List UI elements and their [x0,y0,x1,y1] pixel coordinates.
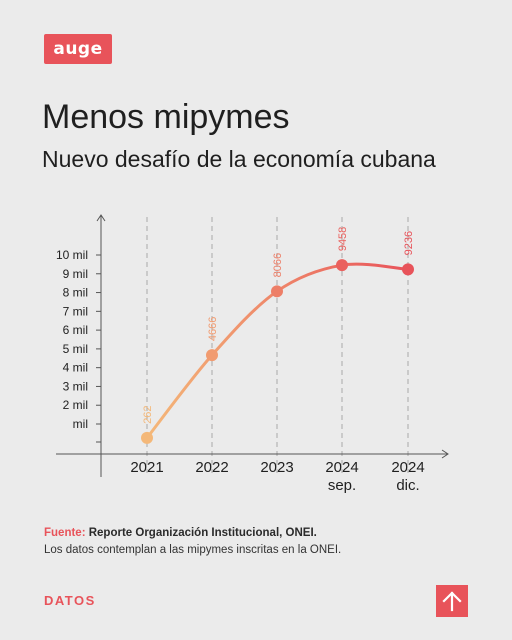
y-tick-label: 2 mil [63,398,88,412]
data-point [402,263,414,276]
x-tick-label: 2024 [391,459,424,476]
data-label: 9458 [337,227,349,251]
data-note: Los datos contemplan a las mipymes inscr… [44,544,342,556]
data-label: 9236 [403,231,415,255]
y-tick-label: 4 mil [63,361,88,375]
footnote: Fuente: Reporte Organización Institucion… [44,525,341,559]
page-title: Menos mipymes [42,98,290,136]
x-tick-label: dic. [396,477,419,494]
y-tick-label: 7 mil [63,304,88,318]
x-tick-label: 2021 [130,459,163,476]
page-subtitle: Nuevo desafío de la economía cubana [42,146,436,172]
source-text: Reporte Organización Institucional, ONEI… [88,527,317,539]
y-tick-label: 6 mil [63,323,88,337]
data-point [271,285,283,298]
y-tick-label: 10 mil [56,248,88,262]
x-tick-label: 2023 [260,459,293,476]
data-label: 8066 [272,253,284,277]
data-point [141,431,153,444]
y-tick-label: 3 mil [63,379,88,393]
y-tick-label: 5 mil [63,342,88,356]
data-point [206,349,218,362]
y-tick-label: 8 mil [63,286,88,300]
source-label: Fuente: [44,527,86,539]
x-tick-label: sep. [328,477,356,494]
brand-logo: auge [44,34,112,64]
data-label: 262 [142,405,154,423]
data-label: 4666 [207,317,219,341]
scroll-top-button[interactable] [436,585,468,617]
x-axis-arrow [441,449,449,459]
y-axis-arrow [96,214,106,222]
y-tick-label: mil [73,417,88,431]
y-tick-label: 9 mil [63,267,88,281]
x-tick-label: 2022 [195,459,228,476]
line-chart: mil 2 mil 3 mil 4 mil 5 mil 6 mil 7 mil 8 mil 9 … [56,214,449,494]
data-point [336,259,348,272]
section-label[interactable]: DATOS [44,593,96,608]
x-tick-label: 2024 [325,459,358,476]
arrow-up-icon [442,591,462,612]
brand-logo-text: auge [53,39,103,59]
